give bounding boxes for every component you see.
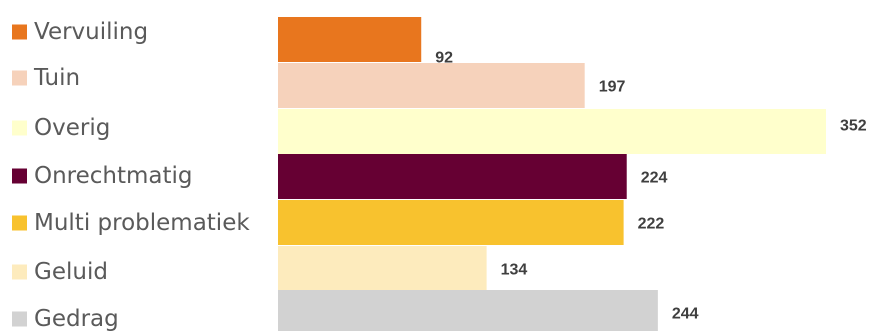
legend-swatch-onrechtmatig [12, 168, 27, 184]
legend-swatch-vervuiling [12, 24, 27, 40]
legend-label-multi-problematiek: Multi problematiek [34, 210, 250, 236]
value-label-onrechtmatig: 224 [641, 170, 668, 187]
bar-overig [278, 109, 826, 154]
value-label-vervuiling: 92 [435, 50, 453, 67]
legend-label-overig: Overig [34, 115, 110, 141]
legend-swatch-geluid [12, 264, 27, 280]
bar-vervuiling [278, 17, 422, 62]
bar-onrechtmatig [278, 154, 627, 199]
legend-label-geluid: Geluid [34, 259, 108, 285]
legend-swatch-overig [12, 120, 27, 136]
legend-label-gedrag: Gedrag [34, 306, 119, 331]
value-label-geluid: 134 [501, 262, 528, 279]
bar-tuin [278, 63, 585, 108]
value-label-multi-problematiek: 222 [638, 216, 665, 233]
value-label-tuin: 197 [599, 79, 626, 96]
legend-swatch-multi-problematiek [12, 215, 27, 231]
value-label-overig: 352 [840, 118, 867, 135]
value-labels: 92 197 352 224 222 134 244 [435, 50, 867, 323]
bars [278, 17, 826, 331]
legend-label-tuin: Tuin [33, 65, 80, 91]
legend-label-vervuiling: Vervuiling [34, 19, 148, 45]
legend-swatch-gedrag [12, 311, 27, 327]
value-label-gedrag: 244 [672, 306, 699, 323]
bar-geluid [278, 246, 487, 291]
legend-label-onrechtmatig: Onrechtmatig [34, 163, 193, 189]
bar-multi-problematiek [278, 200, 624, 245]
legend: Vervuiling Tuin Overig Onrechtmatig Multi pr… [12, 19, 250, 331]
bar-gedrag [278, 290, 658, 331]
legend-swatch-tuin [12, 70, 27, 86]
